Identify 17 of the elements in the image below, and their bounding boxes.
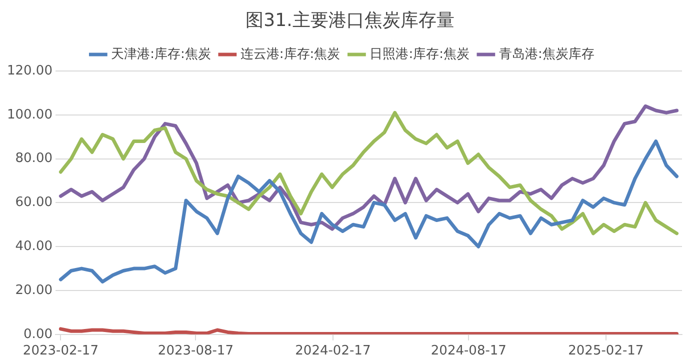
x-tick-label: 2024-08-17 <box>430 344 506 359</box>
legend-label: 日照港:库存:焦炭 <box>370 46 470 62</box>
y-tick-label: 60.00 <box>15 195 52 210</box>
y-tick-label: 80.00 <box>15 151 52 166</box>
y-tick-label: 40.00 <box>15 238 52 254</box>
x-tick-label: 2023-02-17 <box>22 344 98 359</box>
legend-label: 青岛港:焦炭库存 <box>498 46 594 62</box>
legend-label: 天津港:库存:焦炭 <box>111 46 211 62</box>
x-tick-label: 2025-02-17 <box>568 344 644 359</box>
chart-title: 图31.主要港口焦炭库存量 <box>244 9 456 33</box>
y-tick-label: 120.00 <box>6 63 52 78</box>
x-tick-label: 2024-02-17 <box>295 344 371 359</box>
y-tick-label: 20.00 <box>15 282 52 298</box>
x-tick-label: 2023-08-17 <box>158 344 234 359</box>
y-tick-label: 100.00 <box>6 107 52 122</box>
legend-label: 连云港:库存:焦炭 <box>240 46 340 62</box>
y-tick-label: 0.00 <box>24 326 52 342</box>
